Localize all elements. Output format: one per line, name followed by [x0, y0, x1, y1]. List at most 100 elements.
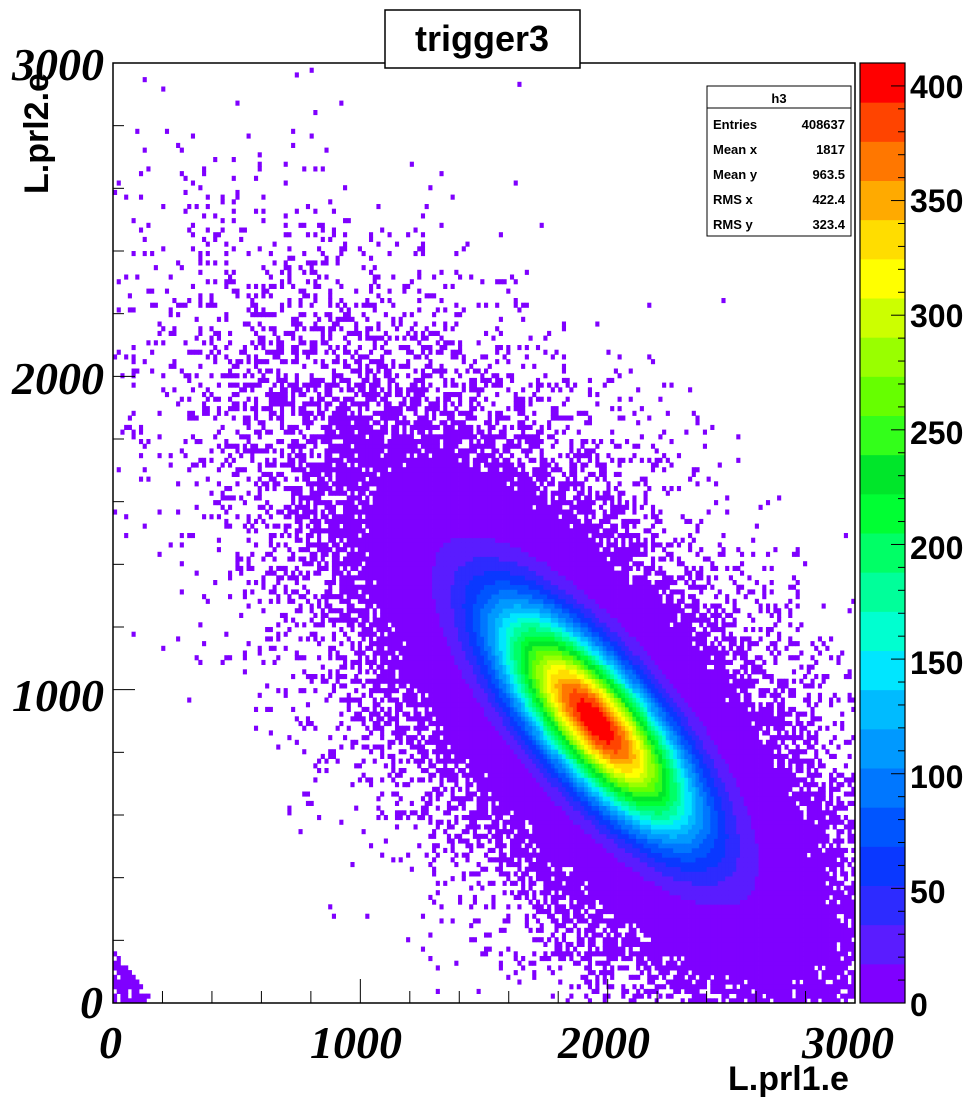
heatmap-cell: [383, 462, 388, 468]
heatmap-cell: [339, 434, 344, 440]
heatmap-cell: [339, 387, 344, 393]
heatmap-cell: [458, 735, 463, 741]
heatmap-cell: [298, 829, 303, 835]
heatmap-cell: [428, 185, 433, 191]
heatmap-cell: [491, 725, 496, 731]
heatmap-cell: [424, 617, 429, 623]
heatmap-cell: [331, 349, 336, 355]
heatmap-cell: [228, 570, 233, 576]
heatmap-cell: [465, 777, 470, 783]
heatmap-cell: [346, 443, 351, 449]
heatmap-cell: [454, 862, 459, 868]
heatmap-cell: [383, 556, 388, 562]
heatmap-cell: [372, 392, 377, 398]
heatmap-cell: [461, 565, 466, 571]
heatmap-cell: [224, 316, 229, 322]
heatmap-cell: [365, 575, 370, 581]
heatmap-cell: [502, 843, 507, 849]
heatmap-cell: [409, 504, 414, 510]
heatmap-cell: [443, 476, 448, 482]
heatmap-cell: [294, 326, 299, 332]
heatmap-cell: [376, 744, 381, 750]
heatmap-cell: [391, 316, 396, 322]
heatmap-cell: [361, 518, 366, 524]
heatmap-cell: [446, 509, 452, 515]
heatmap-cell: [498, 711, 503, 717]
heatmap-cell: [328, 547, 333, 553]
heatmap-cell: [409, 641, 414, 647]
heatmap-cell: [239, 349, 244, 355]
heatmap-cell: [394, 476, 400, 482]
heatmap-cell: [487, 518, 492, 524]
heatmap-cell: [402, 345, 407, 351]
heatmap-cell: [276, 744, 281, 750]
heatmap-cell: [469, 650, 474, 656]
heatmap-cell: [246, 396, 251, 402]
heatmap-cell: [420, 721, 426, 727]
heatmap-cell: [391, 594, 396, 600]
heatmap-cell: [484, 951, 489, 957]
heatmap-cell: [246, 133, 251, 139]
heatmap-cell: [406, 702, 411, 708]
heatmap-cell: [424, 551, 429, 557]
heatmap-cell: [480, 448, 485, 454]
heatmap-cell: [153, 340, 158, 346]
heatmap-cell: [409, 486, 414, 492]
heatmap-cell: [354, 608, 359, 614]
heatmap-cell: [491, 772, 496, 778]
heatmap-cell: [357, 363, 362, 369]
heatmap-cell: [420, 392, 426, 398]
heatmap-cell: [446, 833, 452, 839]
heatmap-cell: [402, 650, 407, 656]
heatmap-cell: [328, 650, 333, 656]
heatmap-cell: [320, 612, 325, 618]
heatmap-cell: [502, 918, 507, 924]
heatmap-cell: [376, 650, 381, 656]
heatmap-cell: [380, 396, 385, 402]
heatmap-cell: [454, 476, 459, 482]
heatmap-cell: [391, 457, 396, 463]
heatmap-cell: [420, 683, 426, 689]
heatmap-cell: [394, 481, 400, 487]
heatmap-cell: [435, 622, 440, 628]
heatmap-cell: [498, 547, 503, 553]
heatmap-cell: [387, 565, 392, 571]
heatmap-cell: [335, 523, 340, 529]
heatmap-cell: [265, 392, 270, 398]
heatmap-cell: [253, 580, 259, 586]
heatmap-cell: [469, 716, 474, 722]
heatmap-cell: [480, 570, 485, 576]
heatmap-cell: [294, 373, 299, 379]
heatmap-cell: [417, 589, 422, 595]
heatmap-cell: [454, 570, 459, 576]
heatmap-cell: [317, 528, 322, 534]
heatmap-cell: [484, 833, 489, 839]
heatmap-cell: [432, 575, 437, 581]
heatmap-cell: [406, 330, 411, 336]
heatmap-cell: [376, 636, 381, 642]
heatmap-cell: [350, 622, 355, 628]
heatmap-cell: [461, 768, 466, 774]
heatmap-cell: [268, 551, 273, 557]
heatmap-cell: [302, 509, 307, 515]
heatmap-cell: [339, 721, 344, 727]
heatmap-cell: [257, 476, 262, 482]
heatmap-cell: [458, 721, 463, 727]
heatmap-cell: [420, 373, 426, 379]
heatmap-cell: [357, 570, 362, 576]
heatmap-cell: [146, 340, 151, 346]
heatmap-cell: [484, 866, 489, 872]
heatmap-cell: [487, 697, 492, 703]
heatmap-cell: [465, 453, 470, 459]
heatmap-cell: [476, 753, 481, 759]
heatmap-cell: [339, 100, 344, 106]
heatmap-cell: [164, 128, 170, 134]
heatmap-cell: [279, 340, 285, 346]
heatmap-cell: [305, 702, 311, 708]
heatmap-cell: [317, 392, 322, 398]
heatmap-cell: [398, 589, 403, 595]
heatmap-cell: [484, 523, 489, 529]
heatmap-cell: [354, 504, 359, 510]
heatmap-cell: [294, 514, 299, 520]
heatmap-cell: [387, 683, 392, 689]
